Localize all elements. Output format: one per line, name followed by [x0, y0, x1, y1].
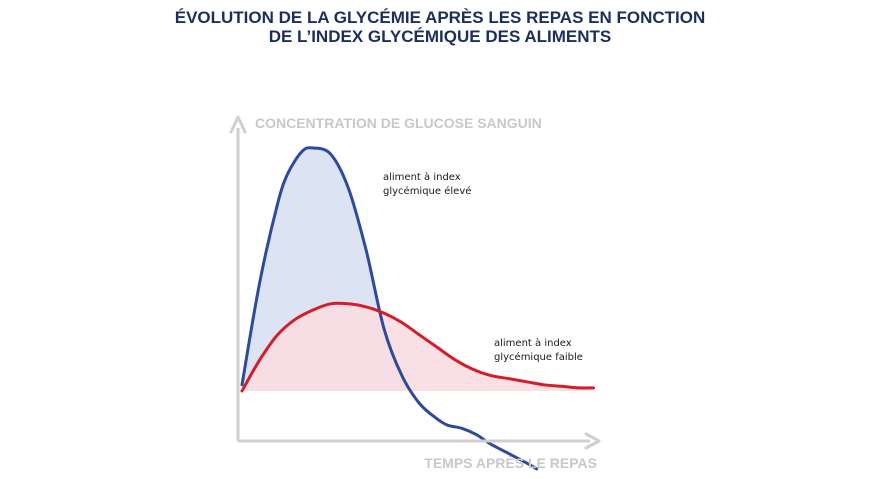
series-labels: aliment à index glycémique élevé aliment à…: [383, 171, 583, 363]
series-label-high-gi: aliment à index glycémique élevé: [383, 171, 471, 197]
chart-title-line-1: ÉVOLUTION DE LA GLYCÉMIE APRÈS LES REPAS…: [174, 8, 706, 27]
chart-title: ÉVOLUTION DE LA GLYCÉMIE APRÈS LES REPAS…: [0, 8, 880, 46]
line-low-gi: [240, 301, 595, 393]
y-axis-label: CONCENTRATION DE GLUCOSE SANGUIN: [255, 115, 542, 131]
chart-axes: [229, 115, 601, 450]
area-low-gi: [242, 303, 594, 391]
chart-title-line-2: DE L’INDEX GLYCÉMIQUE DES ALIMENTS: [268, 27, 612, 46]
chart-areas: [242, 147, 594, 391]
x-axis-arrow: [584, 432, 601, 450]
series-label-low-gi: aliment à index glycémique faible: [494, 337, 583, 363]
x-axis-label: TEMPS APRÈS LE REPAS: [424, 455, 597, 471]
y-axis-arrow: [229, 115, 247, 134]
